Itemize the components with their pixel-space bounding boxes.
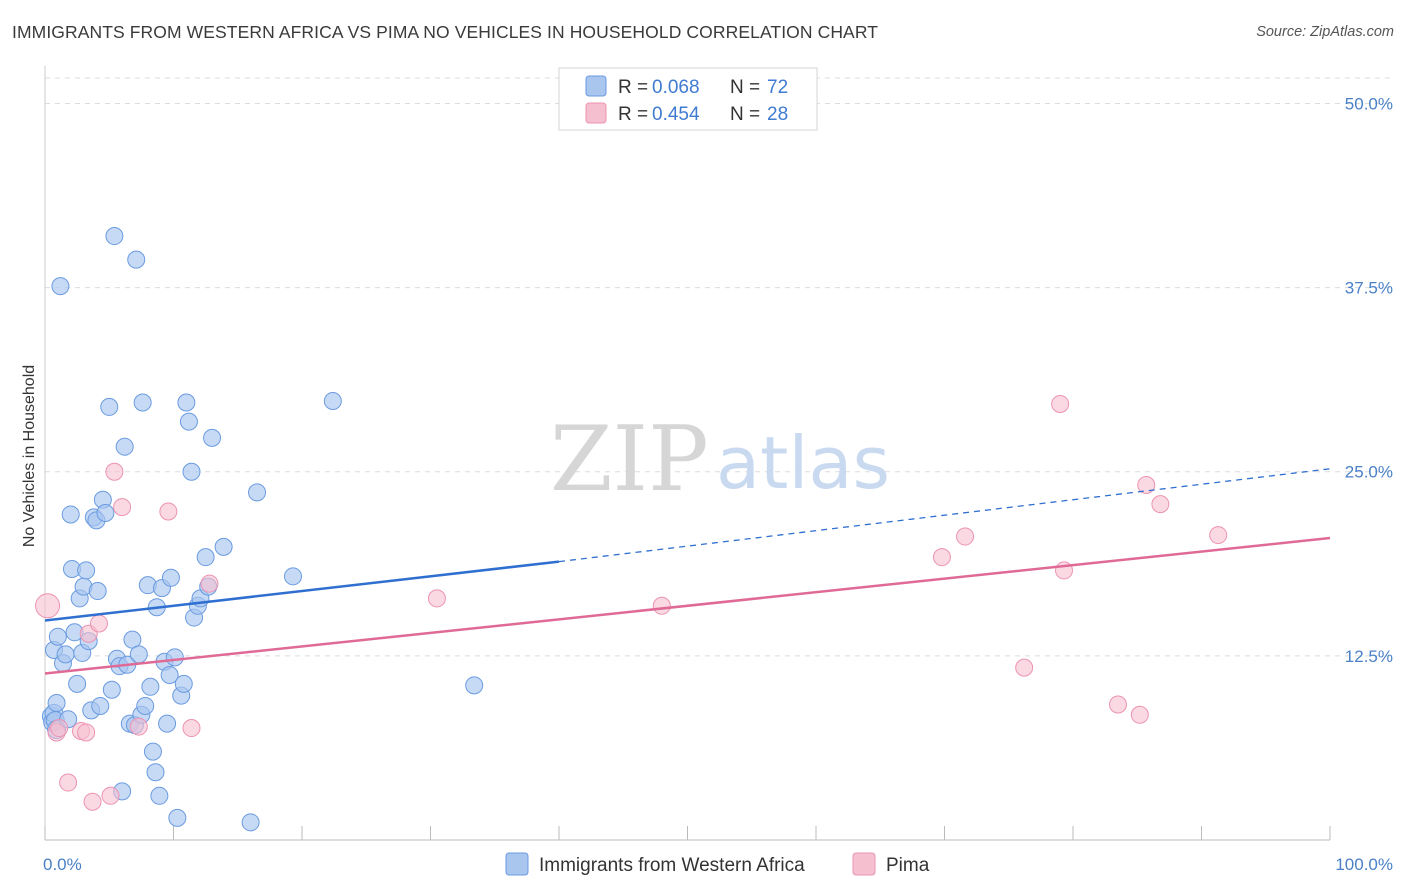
pima-point-24 <box>1130 705 1149 724</box>
pima-point-7 <box>83 792 102 811</box>
legend-n-value-1: 72 <box>767 77 788 98</box>
immigrants-point-6 <box>47 694 66 713</box>
pima-point-21 <box>1051 394 1070 413</box>
immigrants-point-34 <box>115 437 134 456</box>
immigrants-point-30 <box>105 227 124 246</box>
y-tick-label-50: 50.0% <box>1345 94 1393 113</box>
immigrants-point-59 <box>177 393 196 412</box>
chart-title: IMMIGRANTS FROM WESTERN AFRICA VS PIMA N… <box>12 22 879 42</box>
x-tick-label-min: 0.0% <box>43 855 82 874</box>
grid-layer <box>45 77 1393 657</box>
pima-point-12 <box>129 717 148 736</box>
pima-point-13 <box>159 502 178 521</box>
immigrants-point-28 <box>100 397 119 416</box>
immigrants-point-58 <box>174 674 193 693</box>
series-immigrants-points <box>41 227 484 832</box>
immigrants-point-60 <box>179 412 198 431</box>
legend-r-value-2: 0.454 <box>652 104 700 125</box>
immigrants-point-19 <box>77 561 96 580</box>
legend-n-label-1: N = <box>730 77 760 98</box>
immigrants-point-68 <box>214 537 233 556</box>
pima-point-3 <box>59 773 78 792</box>
immigrants-point-73 <box>465 676 484 695</box>
legend-swatch-blue <box>585 75 607 97</box>
legend-r-label-1: R = <box>618 77 648 98</box>
immigrants-point-12 <box>61 505 80 524</box>
immigrants-point-7 <box>48 627 67 646</box>
immigrants-point-53 <box>160 666 179 685</box>
immigrants-point-54 <box>161 568 180 587</box>
chart-source: Source: ZipAtlas.com <box>1256 24 1394 40</box>
immigrants-point-72 <box>323 392 342 411</box>
bottom-legend-label-immigrants: Immigrants from Western Africa <box>539 855 805 876</box>
immigrants-point-61 <box>182 462 201 481</box>
pima-point-9 <box>101 786 120 805</box>
immigrants-point-42 <box>133 393 152 412</box>
bottom-legend-swatch-pima <box>852 852 876 876</box>
pima-trend-line <box>44 536 1331 675</box>
legend-n-label-2: N = <box>730 104 760 125</box>
watermark-atlas: atlas <box>716 421 890 505</box>
pima-point-10 <box>105 462 124 481</box>
immigrants-point-43 <box>136 696 155 715</box>
immigrants-point-47 <box>146 763 165 782</box>
immigrants-point-45 <box>141 677 160 696</box>
legend-box: R = 0.068 N = 72 R = 0.454 N = 28 <box>558 67 818 131</box>
immigrants-point-70 <box>248 483 267 502</box>
watermark-zip: ZIP <box>550 407 709 512</box>
pima-point-17 <box>652 596 671 615</box>
y-tick-label-25: 25.0% <box>1345 463 1393 482</box>
immigrants-point-10 <box>56 645 75 664</box>
immigrants-point-49 <box>150 786 169 805</box>
x-tick-label-max: 100.0% <box>1335 855 1393 874</box>
legend-swatch-pink <box>585 102 607 124</box>
bottom-legend-label-pima: Pima <box>886 855 930 876</box>
pima-point-27 <box>1209 526 1228 545</box>
immigrants-point-69 <box>241 813 260 832</box>
legend-n-value-2: 28 <box>767 104 788 125</box>
y-tick-label-37-5: 37.5% <box>1345 279 1393 298</box>
immigrants-point-24 <box>88 582 107 601</box>
y-axis-title: No Vehicles in Household <box>21 365 38 547</box>
immigrants-trend-extension <box>558 468 1331 563</box>
pima-point-2 <box>50 719 69 738</box>
pima-point-26 <box>1151 495 1170 514</box>
y-tick-label-12-5: 12.5% <box>1345 647 1393 666</box>
watermark: ZIP atlas <box>550 407 890 512</box>
pima-point-15 <box>182 719 201 738</box>
pima-point-18 <box>932 548 951 567</box>
immigrants-point-25 <box>91 696 110 715</box>
immigrants-point-15 <box>68 674 87 693</box>
pima-point-14 <box>200 574 219 593</box>
immigrants-point-71 <box>284 567 303 586</box>
legend-r-value-1: 0.068 <box>652 77 700 98</box>
pima-point-19 <box>956 527 975 546</box>
immigrants-point-55 <box>165 648 184 667</box>
trend-lines <box>44 468 1331 675</box>
pima-point-5 <box>77 723 96 742</box>
pima-point-23 <box>1108 695 1127 714</box>
bottom-legend-swatch-immigrants <box>505 852 529 876</box>
immigrants-point-65 <box>196 548 215 567</box>
immigrants-point-39 <box>127 250 146 269</box>
pima-point-11 <box>113 498 132 517</box>
pima-point-25 <box>1137 475 1156 494</box>
series-pima-points <box>35 394 1228 811</box>
bottom-legend: Immigrants from Western Africa Pima <box>505 852 930 876</box>
immigrants-trend-line <box>44 560 560 622</box>
immigrants-point-56 <box>168 808 187 827</box>
pima-point-16 <box>427 589 446 608</box>
immigrants-point-46 <box>143 742 162 761</box>
pima-point-8 <box>89 614 108 633</box>
immigrants-point-29 <box>102 680 121 699</box>
immigrants-point-27 <box>96 503 115 522</box>
immigrants-point-67 <box>203 428 222 447</box>
immigrants-point-52 <box>158 714 177 733</box>
immigrants-point-40 <box>129 645 148 664</box>
legend-r-label-2: R = <box>618 104 648 125</box>
immigrants-point-8 <box>51 277 70 296</box>
pima-point-0 <box>35 593 61 619</box>
pima-point-20 <box>1015 658 1034 677</box>
